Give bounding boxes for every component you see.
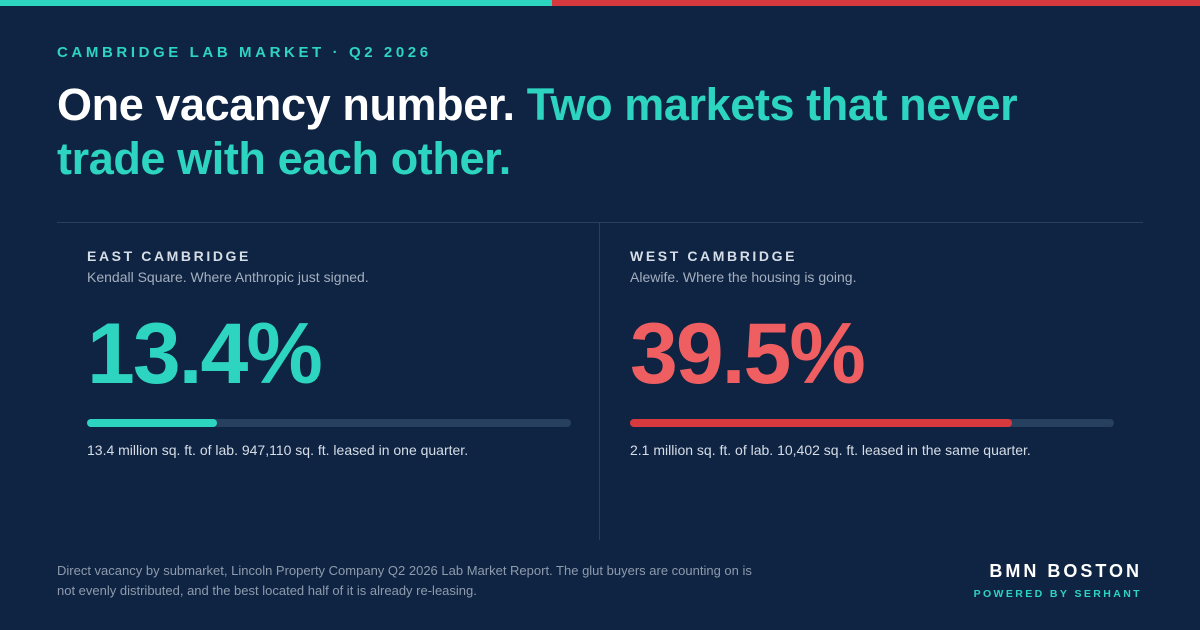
source-footnote: Direct vacancy by submarket, Lincoln Pro… — [57, 563, 752, 598]
top-accent-bar-teal — [0, 0, 552, 6]
west-vacancy-value: 39.5% — [630, 306, 866, 402]
west-vacancy-bar-fill — [630, 419, 1013, 427]
east-vacancy-bar-fill — [87, 419, 217, 427]
west-vacancy-bar-track — [630, 419, 1114, 427]
brand-name: BMN BOSTON — [989, 561, 1142, 581]
horizontal-divider — [57, 222, 1143, 223]
headline: One vacancy number. Two markets that nev… — [57, 78, 1137, 186]
east-vacancy-bar-track — [87, 419, 571, 427]
east-cambridge-panel: EAST CAMBRIDGE Kendall Square. Where Ant… — [87, 248, 577, 458]
vertical-divider — [599, 223, 600, 540]
headline-part-2: Two markets that never trade with each o… — [57, 79, 1018, 184]
east-vacancy-value: 13.4% — [87, 306, 323, 402]
west-subtitle: Alewife. Where the housing is going. — [630, 269, 857, 285]
brand-block: BMN BOSTON POWERED BY SERHANT — [974, 561, 1142, 600]
east-title: EAST CAMBRIDGE — [87, 248, 251, 264]
west-title: WEST CAMBRIDGE — [630, 248, 798, 264]
eyebrow-label: CAMBRIDGE LAB MARKET · Q2 2026 — [57, 44, 432, 61]
top-accent-bar — [0, 0, 1200, 6]
brand-tagline: POWERED BY SERHANT — [973, 588, 1142, 600]
top-accent-bar-red — [552, 0, 1200, 6]
headline-part-1: One vacancy number. — [57, 79, 515, 130]
east-subtitle: Kendall Square. Where Anthropic just sig… — [87, 269, 369, 285]
west-detail: 2.1 million sq. ft. of lab. 10,402 sq. f… — [630, 442, 1031, 458]
east-detail: 13.4 million sq. ft. of lab. 947,110 sq.… — [87, 442, 469, 458]
west-cambridge-panel: WEST CAMBRIDGE Alewife. Where the housin… — [630, 248, 1120, 458]
